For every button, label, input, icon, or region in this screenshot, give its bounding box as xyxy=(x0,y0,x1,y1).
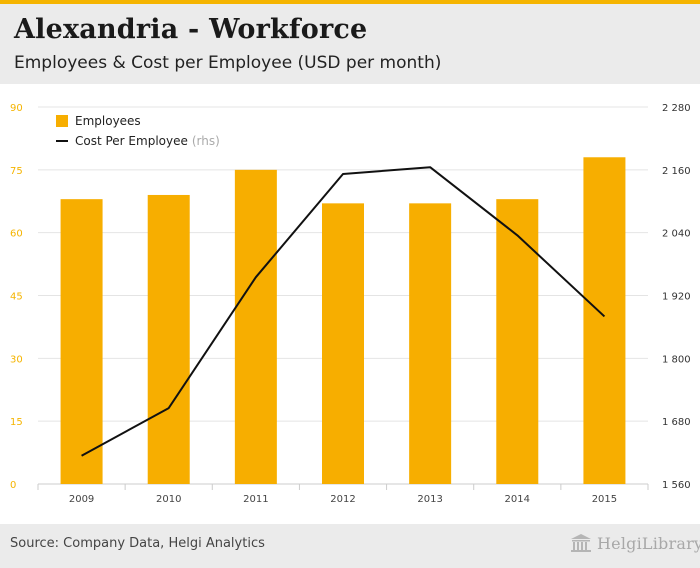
x-tick-label: 2015 xyxy=(592,494,617,505)
x-tick-label: 2014 xyxy=(505,494,530,505)
line-layer xyxy=(81,166,606,457)
chart-subtitle: Employees & Cost per Employee (USD per m… xyxy=(14,53,442,73)
x-tick-label: 2012 xyxy=(330,494,355,505)
bar-layer xyxy=(60,157,626,485)
y-left-tick-label: 30 xyxy=(10,354,23,365)
bar-employees-2010 xyxy=(147,194,190,484)
y-right-tick-label: 2 160 xyxy=(662,166,691,177)
x-tick-label: 2013 xyxy=(417,494,442,505)
helgi-library-logo: HelgiLibrary. xyxy=(570,532,700,554)
y-right-tick-label: 2 040 xyxy=(662,229,691,240)
accent-bar xyxy=(0,0,700,4)
y-left-tick-label: 15 xyxy=(10,417,23,428)
bar-employees-2015 xyxy=(583,157,626,484)
y-right-tick-label: 1 680 xyxy=(662,417,691,428)
x-tick-label: 2010 xyxy=(156,494,181,505)
y-left-tick-label: 90 xyxy=(10,103,23,114)
legend: Employees Cost Per Employee (rhs) xyxy=(56,114,220,148)
bar-employees-2012 xyxy=(322,203,364,484)
y-left-tick-label: 0 xyxy=(10,480,16,491)
legend-label-cost-per-employee: Cost Per Employee xyxy=(75,134,188,148)
legend-entry-cost-per-employee: Cost Per Employee (rhs) xyxy=(75,134,220,148)
bar-employees-2013 xyxy=(409,203,452,484)
y-left-tick-label: 45 xyxy=(10,292,23,303)
y-right-tick-label: 1 920 xyxy=(662,292,691,303)
x-tick-label: 2011 xyxy=(243,494,268,505)
bar-employees-2009 xyxy=(60,199,103,484)
library-building-icon xyxy=(571,534,591,552)
y-left-tick-label: 75 xyxy=(10,166,23,177)
chart-header: Alexandria - Workforce Employees & Cost … xyxy=(0,4,700,84)
bar-employees-2014 xyxy=(496,199,539,484)
legend-suffix-rhs: (rhs) xyxy=(192,134,220,148)
chart-title: Alexandria - Workforce xyxy=(14,14,368,45)
legend-label-employees: Employees xyxy=(75,114,141,128)
logo-text: HelgiLibrary. xyxy=(597,533,700,553)
source-note: Source: Company Data, Helgi Analytics xyxy=(10,536,265,551)
x-tick-label: 2009 xyxy=(69,494,94,505)
y-left-tick-label: 60 xyxy=(10,229,23,240)
y-right-tick-label: 1 800 xyxy=(662,354,691,365)
legend-swatch-employees xyxy=(56,115,68,127)
y-right-tick-label: 2 280 xyxy=(662,103,691,114)
bar-employees-2011 xyxy=(234,169,277,485)
y-right-tick-label: 1 560 xyxy=(662,480,691,491)
